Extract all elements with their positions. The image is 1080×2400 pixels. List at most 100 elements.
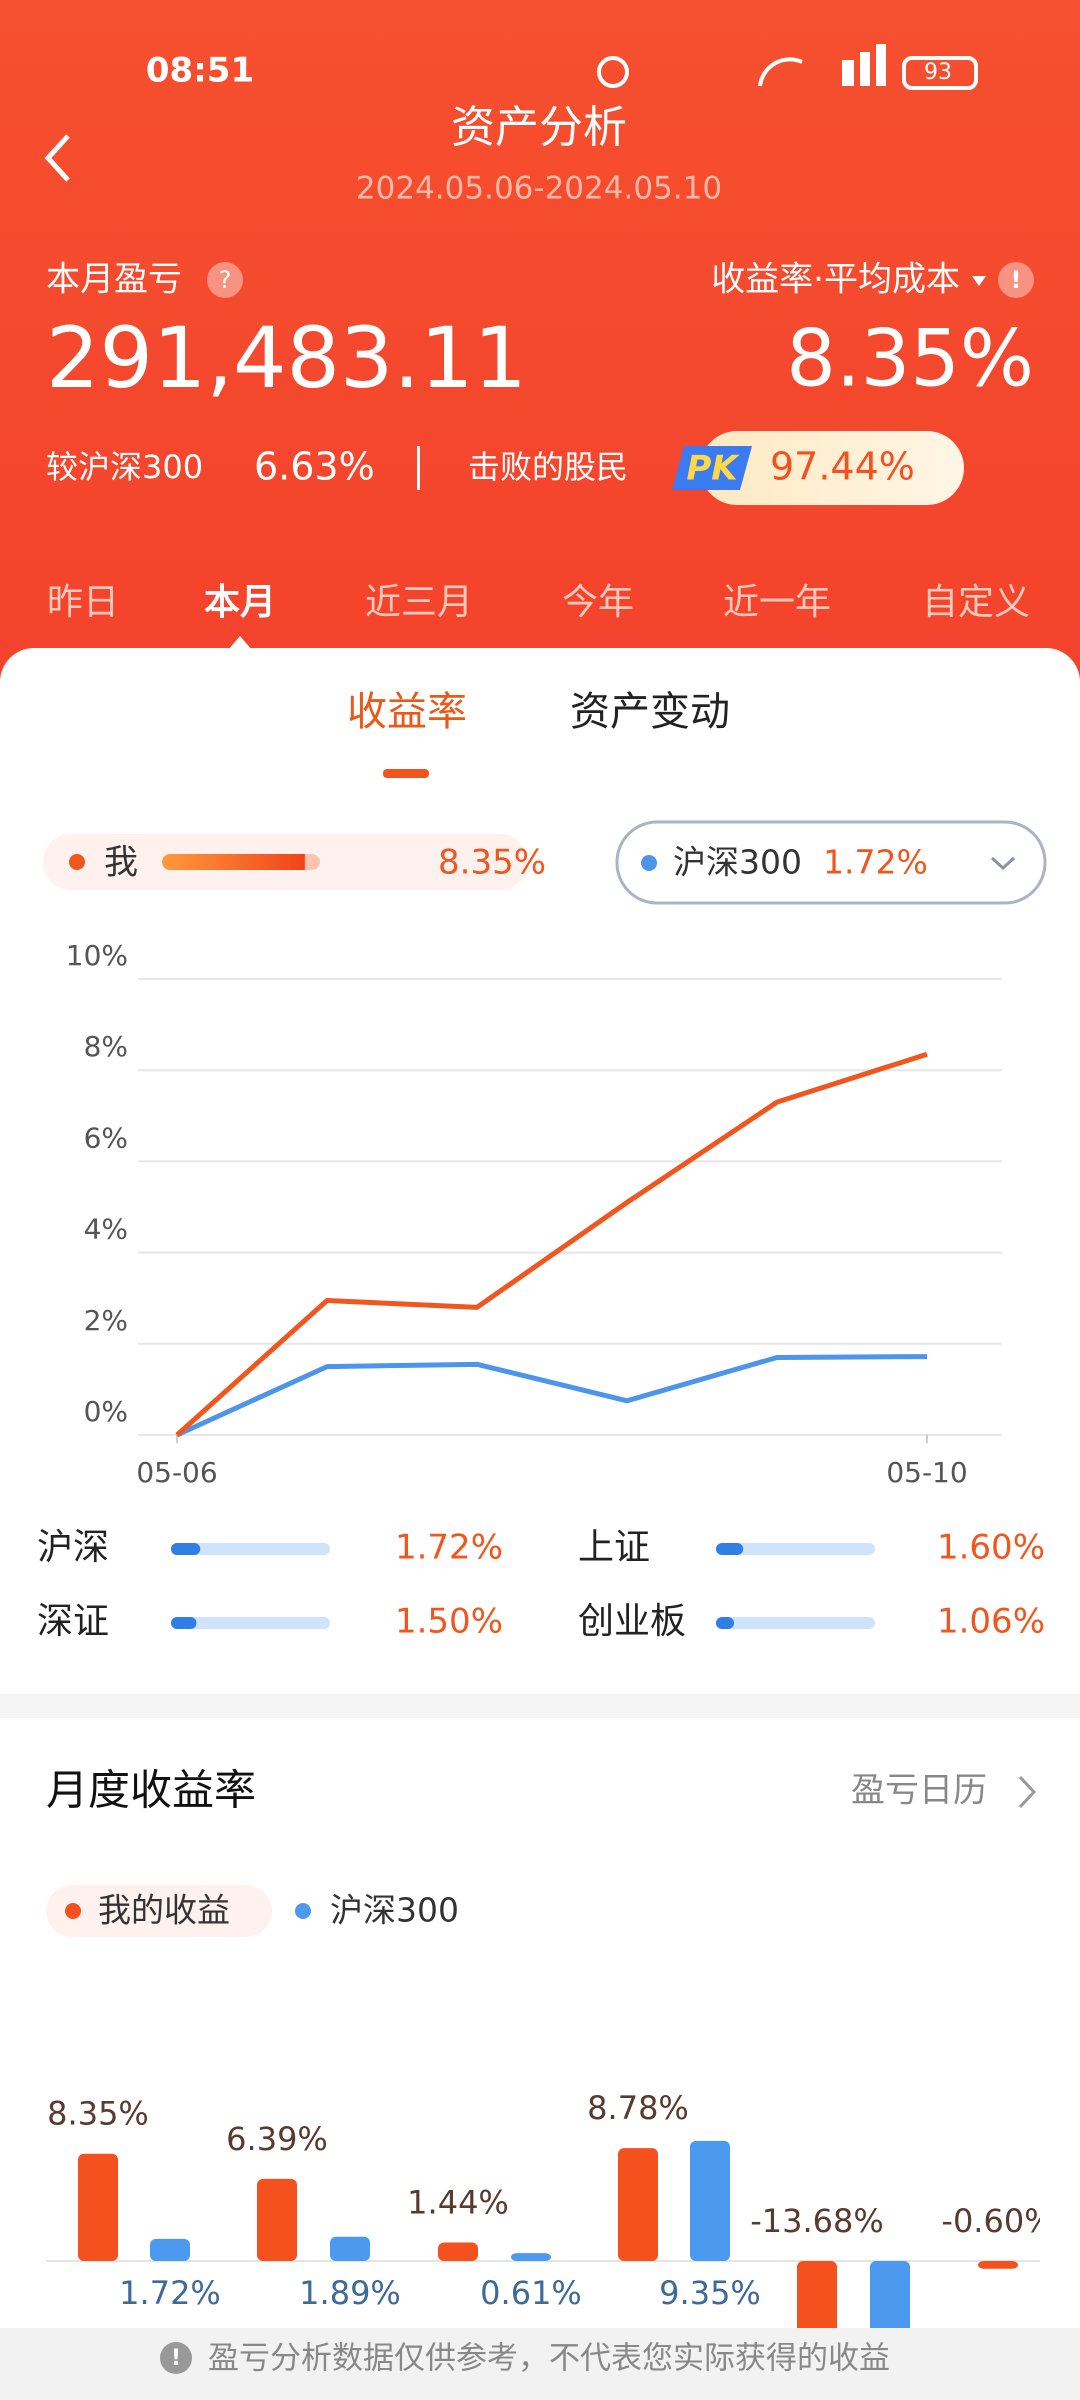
y-tick-label: 0%	[84, 1395, 128, 1428]
monthly-legend-bench: 沪深300	[330, 1891, 459, 1930]
index-returns: 沪深 1.72% 上证 1.60% 深证 1.50% 创业板 1.06%	[37, 1527, 1045, 1642]
help-icon-glyph: ?	[219, 266, 232, 294]
legend-bench-name: 沪深300	[673, 843, 802, 882]
bar	[330, 2236, 370, 2261]
index-name: 深证	[37, 1601, 109, 1642]
x-tick-label: 05-10	[886, 1456, 967, 1489]
pk-pill[interactable]	[700, 431, 964, 505]
rate-value: 8.35%	[786, 314, 1034, 404]
bar	[618, 2148, 658, 2261]
bar	[1050, 2261, 1080, 2280]
calendar-link[interactable]: 盈亏日历	[851, 1771, 987, 1811]
pk-badge	[672, 446, 752, 490]
index-track	[171, 1543, 330, 1555]
y-tick-label: 10%	[66, 939, 128, 972]
y-tick-label: 2%	[84, 1304, 128, 1337]
legend-dot	[295, 1903, 311, 1919]
pnl-value: 291,483.11	[46, 309, 527, 407]
index-bar	[716, 1617, 735, 1629]
legend-me-bar	[162, 854, 320, 870]
monthly-title: 月度收益率	[46, 1766, 256, 1815]
monthly-legend-me: 我的收益	[98, 1891, 230, 1930]
chevron-right	[1018, 1775, 1037, 1809]
compare-label: 较沪深300	[46, 448, 203, 486]
page-title: 资产分析	[451, 102, 627, 153]
help-icon[interactable]	[207, 262, 243, 298]
compare-value: 6.63%	[254, 445, 375, 489]
bar	[257, 2178, 297, 2261]
index-value: 1.60%	[937, 1528, 1045, 1568]
index-value: 1.72%	[395, 1528, 503, 1568]
notice-icon	[160, 2342, 192, 2374]
index-bar	[171, 1543, 201, 1555]
bar	[690, 2140, 730, 2261]
y-tick-label: 4%	[84, 1213, 128, 1246]
bar	[438, 2242, 478, 2261]
line-series	[175, 1354, 928, 1438]
bar	[797, 2261, 837, 2328]
beat-value: 97.44%	[770, 445, 915, 489]
bar	[78, 2153, 118, 2261]
legend-me-value: 8.35%	[438, 843, 546, 883]
benchmark-selector[interactable]	[615, 820, 1047, 905]
bar	[978, 2261, 1018, 2269]
x-tick-label: 05-06	[136, 1456, 217, 1489]
view-tab-underline	[383, 769, 429, 778]
period-tab[interactable]: 本月	[204, 582, 276, 623]
bar	[870, 2261, 910, 2328]
legend-dot	[65, 1903, 81, 1919]
period-tab[interactable]: 自定义	[922, 582, 1030, 623]
info-icon[interactable]	[998, 262, 1034, 298]
footer-notice: 盈亏分析数据仅供参考，不代表您实际获得的收益	[208, 2341, 890, 2377]
bar-label: -0.60%	[941, 2202, 1054, 2240]
index-name: 上证	[578, 1527, 650, 1568]
legend-dot	[69, 854, 85, 870]
notice-icon-glyph: !	[171, 2346, 181, 2371]
pnl-label: 本月盈亏	[46, 260, 182, 300]
y-tick-label: 6%	[84, 1121, 128, 1154]
bar	[150, 2238, 190, 2261]
date-range: 2024.05.06-2024.05.10	[356, 171, 722, 207]
index-bar	[171, 1617, 197, 1629]
header-bg	[0, 0, 1080, 700]
bar	[511, 2253, 551, 2261]
view-tab[interactable]: 收益率	[347, 689, 467, 735]
line-series	[175, 1051, 928, 1437]
period-tab[interactable]: 近三月	[365, 582, 473, 623]
period-tab[interactable]: 近一年	[723, 582, 831, 623]
period-tab[interactable]: 昨日	[47, 582, 119, 623]
view-tab[interactable]: 资产变动	[570, 689, 730, 735]
tab-pointer	[228, 636, 252, 650]
pk-text: PK	[686, 449, 740, 489]
monthly-chart: 8.35% 6.39% 1.44% 8.78% -13.68% -0.60% 1.72% 1.…	[46, 2089, 1080, 2328]
back-button[interactable]	[44, 134, 70, 182]
bar-label: -13.68%	[750, 2202, 884, 2240]
bar-label: 0.61%	[480, 2274, 582, 2312]
dropdown-caret	[972, 276, 986, 286]
legend-bench-value: 1.72%	[823, 843, 928, 882]
status-icons	[597, 44, 978, 90]
index-name: 沪深	[37, 1527, 109, 1568]
legend-dot	[641, 855, 657, 871]
view-tabs: 收益率 资产变动	[347, 689, 730, 735]
info-icon-glyph: !	[1011, 266, 1022, 294]
metric-selector[interactable]: 收益率·平均成本	[711, 260, 960, 300]
index-value: 1.06%	[937, 1602, 1045, 1642]
chevron-down	[990, 856, 1016, 871]
battery-level: 93	[924, 60, 952, 85]
index-name: 创业板	[578, 1601, 686, 1642]
status-time: 08:51	[146, 51, 254, 91]
index-value: 1.50%	[395, 1602, 503, 1642]
index-track	[716, 1543, 875, 1555]
period-tabs: 昨日 本月 近三月 今年 近一年 自定义	[47, 582, 1030, 623]
bar-label: 8.78%	[587, 2089, 689, 2127]
card	[0, 648, 1080, 1708]
y-tick-label: 8%	[84, 1030, 128, 1063]
beat-label: 击败的股民	[468, 448, 628, 486]
monthly-legend-pill	[46, 1885, 272, 1937]
legend-me-name: 我	[104, 843, 138, 883]
period-tab[interactable]: 今年	[562, 582, 634, 623]
bar-label: 9.35%	[659, 2274, 761, 2312]
bar-label: 1.44%	[407, 2183, 509, 2221]
